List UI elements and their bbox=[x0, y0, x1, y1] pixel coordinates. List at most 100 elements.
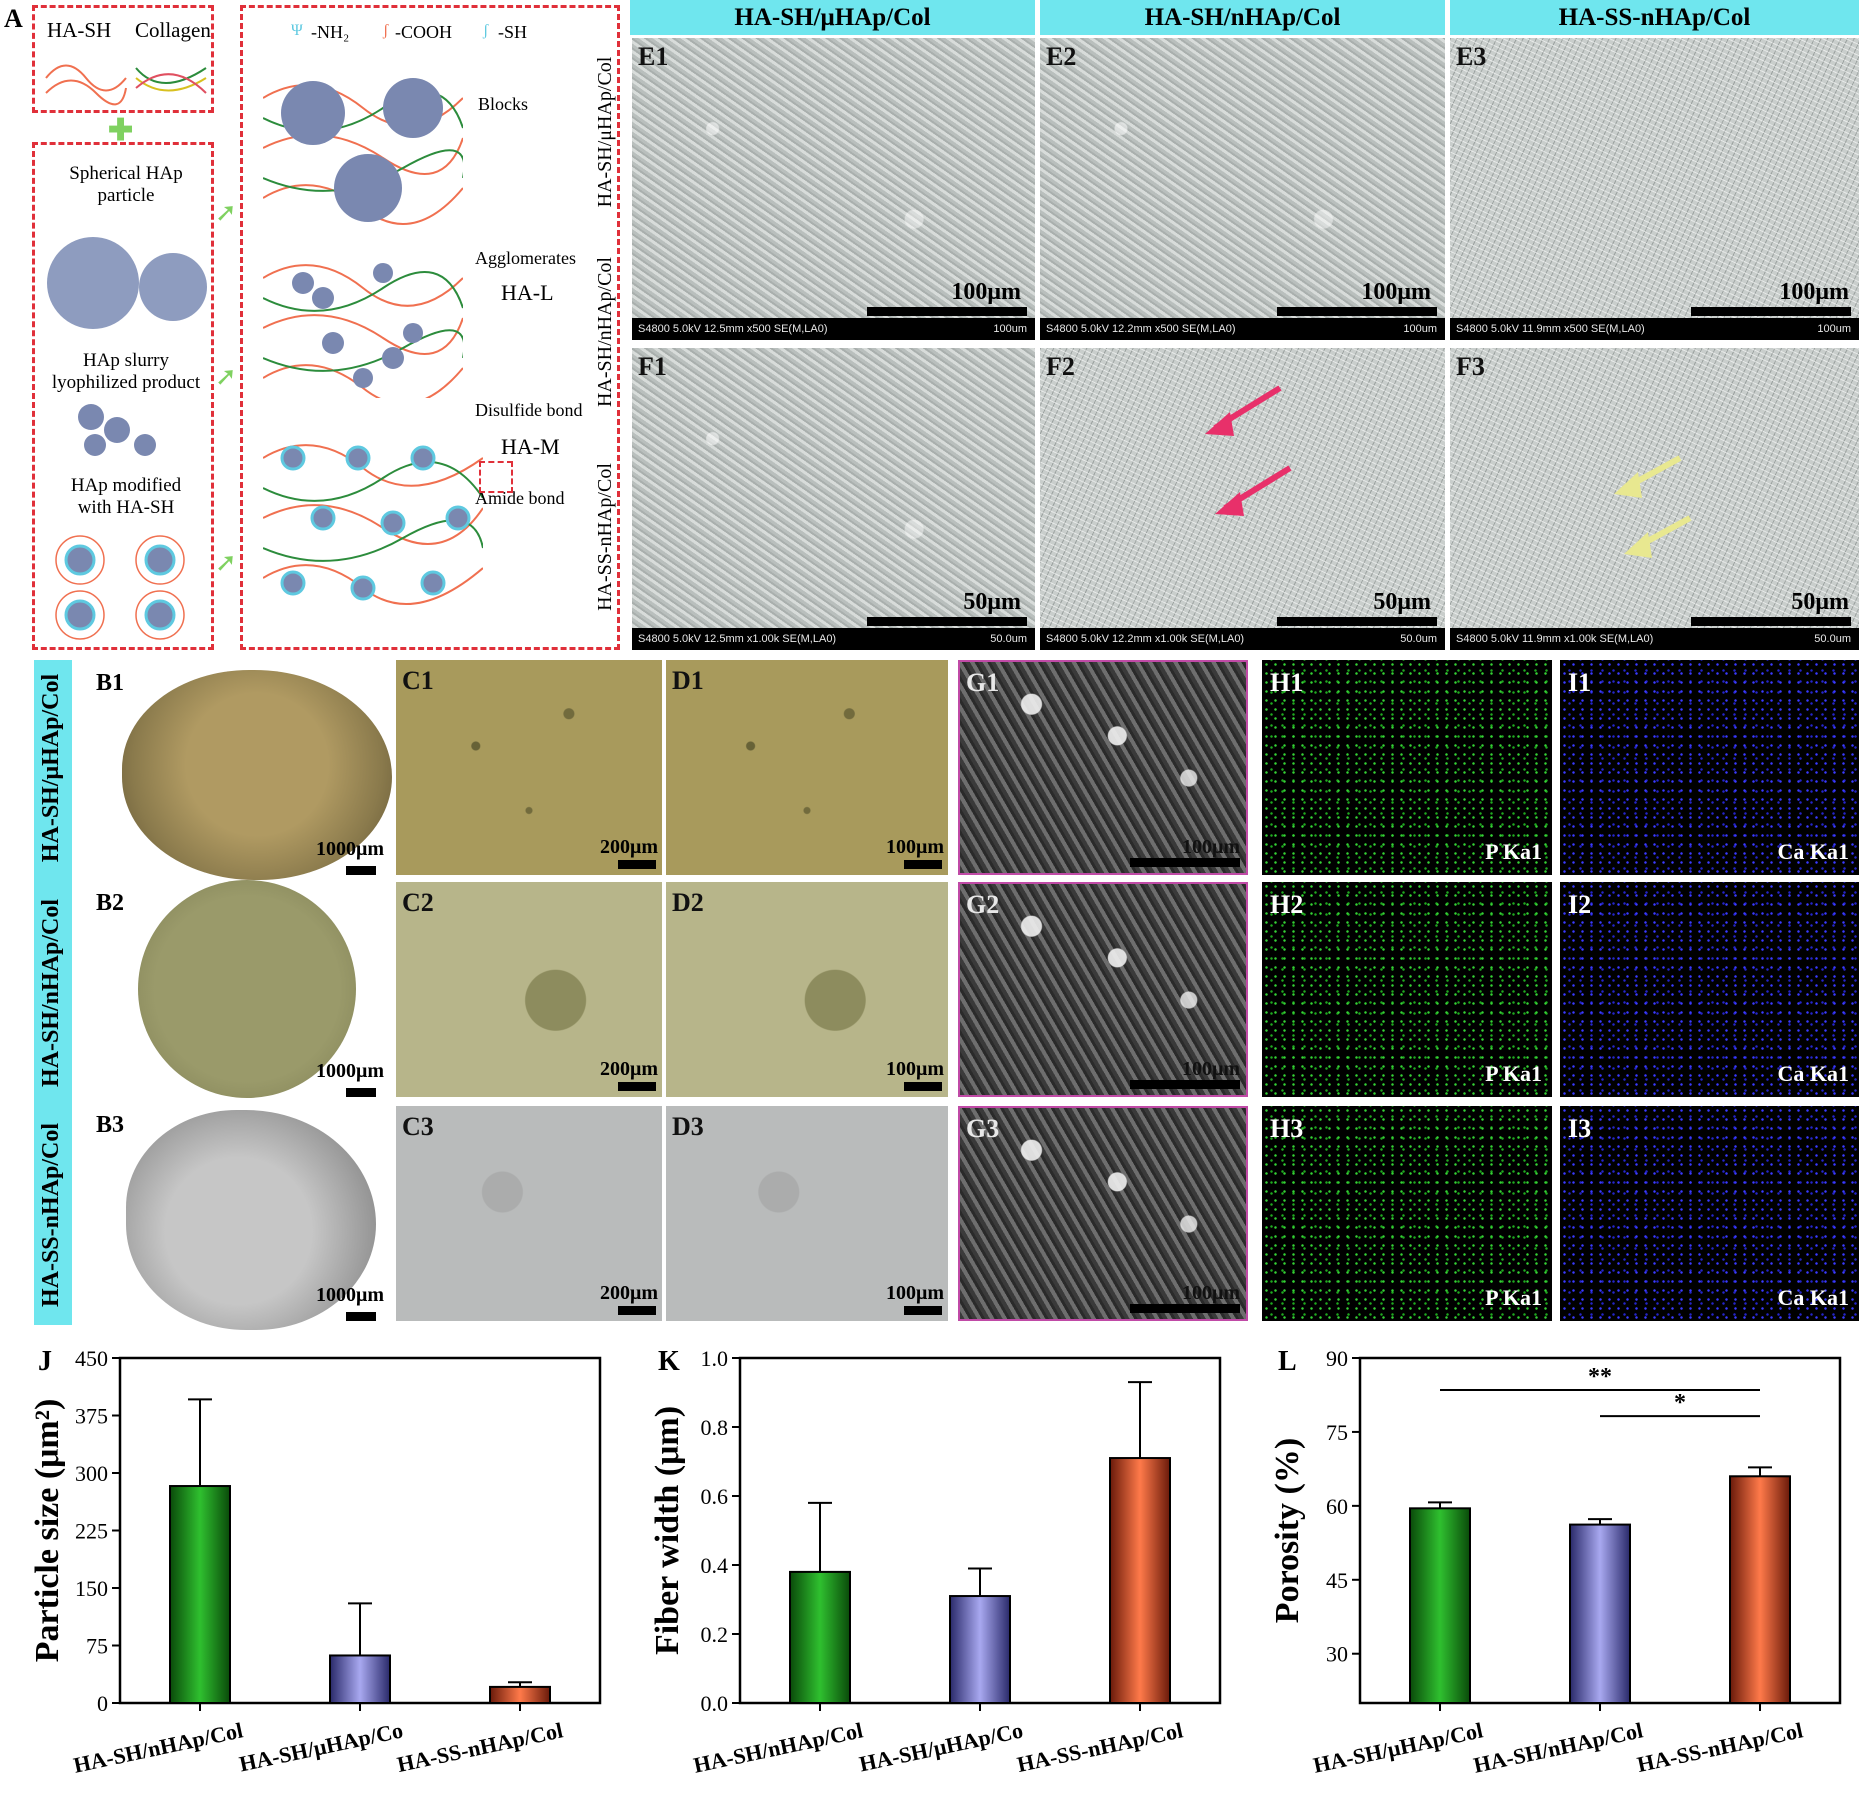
significance-label: * bbox=[1674, 1390, 1686, 1416]
scale-label: 100μm bbox=[886, 1282, 944, 1304]
sem-row-side-label: HA-SS-nHAp/Col bbox=[594, 463, 616, 611]
bar bbox=[949, 1595, 1011, 1704]
spherical-label: Spherical HAp particle bbox=[69, 163, 183, 206]
bar bbox=[1569, 1523, 1631, 1704]
sample-photo-b1 bbox=[122, 670, 392, 880]
y-tick-label: 0.8 bbox=[701, 1415, 729, 1440]
scale-bar bbox=[1130, 858, 1240, 867]
bar bbox=[169, 1485, 231, 1704]
y-tick-label: 0 bbox=[97, 1691, 108, 1716]
panel-letter: D1 bbox=[672, 666, 704, 695]
lyophilized-particles-icon bbox=[78, 404, 156, 456]
sem-image-f1: F1 50μm S4800 5.0kV 12.5mm x1.00k SE(M,L… bbox=[632, 348, 1035, 650]
y-tick-label: 45 bbox=[1326, 1568, 1348, 1593]
panel-letter: D3 bbox=[672, 1112, 704, 1141]
scale-bar bbox=[1130, 1080, 1240, 1089]
scale-bar bbox=[618, 1306, 656, 1315]
eds-element-label: Ca Ka1 bbox=[1777, 1061, 1850, 1086]
scale-bar bbox=[618, 860, 656, 869]
y-tick-label: 1.0 bbox=[701, 1346, 729, 1371]
eds-map-h2: H2 P Ka1 bbox=[1262, 882, 1552, 1097]
panel-letter: H2 bbox=[1270, 890, 1304, 919]
sem-tick-text: 100um bbox=[1403, 323, 1437, 335]
sem-info-bar: S4800 5.0kV 11.9mm x1.00k SE(M,LA0) 50.0u… bbox=[1450, 628, 1859, 650]
panel-letter: E1 bbox=[638, 42, 669, 71]
x-tick-label: HA-SH/nHAp/Col bbox=[71, 1717, 245, 1777]
amide-highlight-box bbox=[479, 461, 513, 493]
row-label-strip bbox=[34, 660, 72, 1325]
optical-image-d3: D3 100μm bbox=[666, 1106, 948, 1321]
panel-letter: I3 bbox=[1568, 1114, 1592, 1143]
sem-image-g1: G1 100μm bbox=[958, 660, 1248, 875]
sample-photo-b2 bbox=[138, 880, 356, 1098]
box-composites: Ψ -NH₂ ʃ -COOH ʃ -SH Blocks Agglomerates… bbox=[240, 5, 620, 650]
scale-label: 100μm bbox=[1182, 1058, 1240, 1080]
eds-map-i2: I2 Ca Ka1 bbox=[1560, 882, 1859, 1097]
sem-column-header: HA-SS-nHAp/Col bbox=[1450, 0, 1859, 35]
chart-panel-letter: L bbox=[1278, 1346, 1297, 1377]
y-tick-label: 30 bbox=[1326, 1642, 1348, 1667]
agglomerates-illustration-icon bbox=[263, 263, 463, 398]
scale-bar bbox=[867, 617, 1027, 626]
y-axis-label: Fiber width (μm) bbox=[649, 1406, 686, 1655]
bar bbox=[1729, 1475, 1791, 1704]
x-tick-label: HA-SH/nHAp/Col bbox=[691, 1717, 865, 1777]
chart-k: K 0.0 0.2 0.4 0.6 0.8 1.0 Fiber width (μm) HA-SH… bbox=[649, 1346, 1222, 1778]
scale-bar bbox=[346, 1088, 376, 1097]
scale-label: 100μm bbox=[1361, 279, 1431, 305]
sem-column-header: HA-SH/nHAp/Col bbox=[1040, 0, 1445, 35]
sem-image-e3: E3 100μm S4800 5.0kV 11.9mm x500 SE(M,LA… bbox=[1450, 38, 1859, 340]
scale-label: 200μm bbox=[600, 1282, 658, 1304]
optical-image-c3: C3 200μm bbox=[396, 1106, 662, 1321]
bar bbox=[1409, 1507, 1471, 1704]
modified-particles-icon bbox=[55, 535, 185, 640]
eds-map-h1: H1 P Ka1 bbox=[1262, 660, 1552, 875]
panel-letter: D2 bbox=[672, 888, 704, 917]
bar bbox=[1109, 1457, 1171, 1704]
sem-info-text: S4800 5.0kV 12.5mm x500 SE(M,LA0) bbox=[638, 323, 828, 335]
scale-label: 200μm bbox=[600, 1058, 658, 1080]
scale-label: 1000μm bbox=[316, 838, 384, 860]
panel-letter: C1 bbox=[402, 666, 434, 695]
scale-bar bbox=[1691, 307, 1851, 316]
scale-label: 100μm bbox=[1182, 836, 1240, 858]
y-tick-label: 450 bbox=[75, 1346, 108, 1371]
scale-bar bbox=[867, 307, 1027, 316]
ha-l-label: HA-L bbox=[501, 280, 554, 305]
panel-letter: F3 bbox=[1456, 352, 1485, 381]
blocks-label: Blocks bbox=[478, 94, 529, 114]
bar bbox=[789, 1570, 851, 1704]
sem-info-text: S4800 5.0kV 11.9mm x1.00k SE(M,LA0) bbox=[1456, 633, 1654, 645]
sem-tick-text: 100um bbox=[993, 323, 1027, 335]
sem-info-text: S4800 5.0kV 12.5mm x1.00k SE(M,LA0) bbox=[638, 633, 837, 645]
row-side-label: HA-SS-nHAp/Col bbox=[38, 1122, 64, 1308]
arrow-icon: ➚ bbox=[215, 548, 237, 577]
y-tick-label: 90 bbox=[1326, 1346, 1348, 1371]
x-tick-label: HA-SH/μHAp/Co bbox=[857, 1717, 1025, 1776]
scale-label: 200μm bbox=[600, 836, 658, 858]
y-tick-label: 375 bbox=[75, 1404, 108, 1429]
collagen-label: Collagen bbox=[135, 18, 211, 42]
eds-element-label: Ca Ka1 bbox=[1777, 1285, 1850, 1310]
ha-sh-label: HA-SH bbox=[47, 18, 112, 42]
x-tick-label: HA-SS-nHAp/Col bbox=[1015, 1717, 1185, 1777]
chart-panel-letter: K bbox=[658, 1346, 680, 1377]
sample-photo-b3 bbox=[126, 1110, 376, 1330]
sem-row-side-label: HA-SH/nHAp/Col bbox=[594, 257, 616, 408]
sem-tick-text: 50.0um bbox=[1400, 633, 1437, 645]
scale-bar bbox=[904, 1082, 942, 1091]
panel-letter: B3 bbox=[96, 1112, 125, 1138]
sem-image-e1: E1 100μm S4800 5.0kV 12.5mm x500 SE(M,LA… bbox=[632, 38, 1035, 340]
panel-letter: H1 bbox=[1270, 668, 1304, 697]
panel-letter: E2 bbox=[1046, 42, 1077, 71]
scale-label: 100μm bbox=[886, 836, 944, 858]
sem-info-text: S4800 5.0kV 12.2mm x500 SE(M,LA0) bbox=[1046, 323, 1236, 335]
scale-label: 100μm bbox=[1182, 1282, 1240, 1304]
x-tick-label: HA-SH/nHAp/Col bbox=[1471, 1717, 1645, 1777]
row-side-label: HA-SH/nHAp/Col bbox=[38, 898, 64, 1088]
y-tick-label: 75 bbox=[86, 1634, 108, 1659]
sh-icon: ʃ bbox=[483, 22, 489, 39]
yellow-arrow-icon bbox=[1614, 455, 1692, 558]
box-hap-particles: Spherical HAp particle HAp slurry lyophi… bbox=[32, 142, 214, 650]
sem-column-header: HA-SH/μHAp/Col bbox=[630, 0, 1035, 35]
